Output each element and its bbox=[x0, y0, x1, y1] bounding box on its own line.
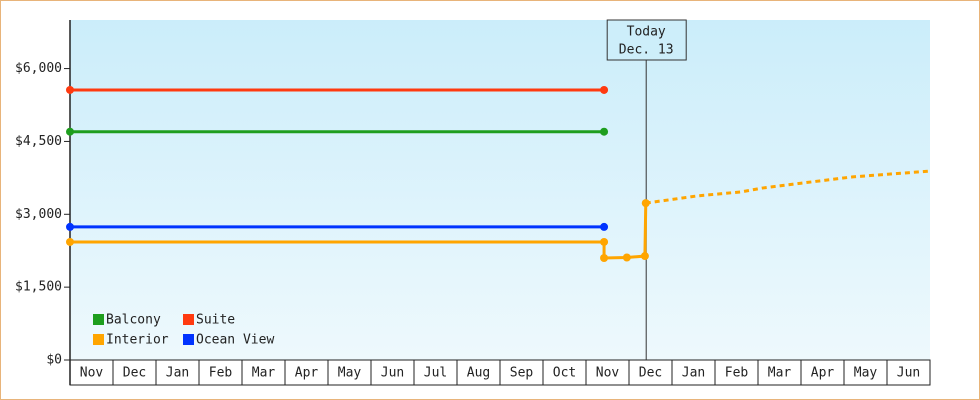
point bbox=[66, 127, 74, 136]
x-tick-label: Feb bbox=[209, 366, 233, 381]
x-tick-label: Oct bbox=[553, 366, 576, 381]
x-tick-label: Jan bbox=[682, 366, 705, 381]
y-tick-label: $0 bbox=[46, 353, 62, 368]
legend-swatch bbox=[183, 334, 194, 345]
x-tick-label: Jun bbox=[897, 366, 920, 381]
month-cell bbox=[671, 359, 716, 386]
point bbox=[640, 252, 649, 261]
point bbox=[66, 222, 74, 231]
legend-label: Interior bbox=[106, 333, 169, 348]
month-cell bbox=[241, 359, 286, 386]
x-tick-label: Apr bbox=[295, 366, 319, 381]
point bbox=[641, 199, 650, 208]
legend-swatch bbox=[183, 314, 194, 325]
y-tick-label: $1,500 bbox=[15, 280, 62, 295]
point bbox=[622, 253, 631, 262]
point bbox=[600, 222, 609, 231]
month-cell bbox=[628, 359, 673, 386]
today-label: Today bbox=[627, 25, 666, 40]
x-tick-label: Mar bbox=[252, 366, 276, 381]
x-tick-label: Aug bbox=[467, 366, 490, 381]
month-cell bbox=[69, 359, 114, 386]
month-cell bbox=[155, 359, 200, 386]
point bbox=[66, 237, 74, 246]
x-tick-label: Nov bbox=[80, 366, 104, 381]
month-cell bbox=[198, 359, 243, 386]
y-tick-label: $6,000 bbox=[15, 61, 62, 76]
point bbox=[600, 237, 609, 246]
x-tick-label: Sep bbox=[510, 366, 534, 381]
month-cell bbox=[284, 359, 329, 386]
x-tick-label: Feb bbox=[725, 366, 749, 381]
month-cell bbox=[112, 359, 157, 386]
legend-label: Balcony bbox=[106, 313, 161, 328]
today-box bbox=[606, 19, 687, 61]
legend-label: Suite bbox=[196, 313, 235, 328]
x-tick-label: May bbox=[338, 366, 362, 381]
plot-area bbox=[70, 20, 930, 360]
month-cell bbox=[542, 359, 587, 386]
legend-swatch bbox=[93, 314, 104, 325]
x-tick-label: Apr bbox=[811, 366, 835, 381]
y-tick-label: $3,000 bbox=[15, 207, 62, 222]
month-cell bbox=[499, 359, 544, 386]
point bbox=[600, 85, 609, 94]
x-tick-label: Dec bbox=[123, 366, 146, 381]
x-tick-label: Jun bbox=[381, 366, 404, 381]
month-cell bbox=[757, 359, 802, 386]
legend-swatch bbox=[93, 334, 104, 345]
today-label: Dec. 13 bbox=[619, 43, 674, 58]
series-line bbox=[70, 203, 648, 260]
x-tick-label: Jan bbox=[166, 366, 189, 381]
month-cell bbox=[456, 359, 501, 386]
month-cell bbox=[327, 359, 372, 386]
y-tick-label: $4,500 bbox=[15, 134, 62, 149]
x-tick-label: Dec bbox=[639, 366, 662, 381]
x-tick-label: Nov bbox=[596, 366, 620, 381]
forecast-line bbox=[645, 169, 931, 205]
month-cell bbox=[585, 359, 630, 386]
x-tick-label: Mar bbox=[768, 366, 792, 381]
x-tick-label: Jul bbox=[424, 366, 447, 381]
point bbox=[66, 85, 74, 94]
chart-body: $0 $1,500 $3,000 $4,500 $6,000 Nov Dec Jan Feb Ma… bbox=[15, 19, 931, 386]
month-cell bbox=[886, 359, 931, 386]
month-cell bbox=[413, 359, 458, 386]
point bbox=[600, 254, 609, 262]
month-cell bbox=[714, 359, 759, 386]
x-tick-label: May bbox=[854, 366, 878, 381]
legend-label: Ocean View bbox=[196, 333, 274, 348]
point bbox=[600, 127, 609, 136]
